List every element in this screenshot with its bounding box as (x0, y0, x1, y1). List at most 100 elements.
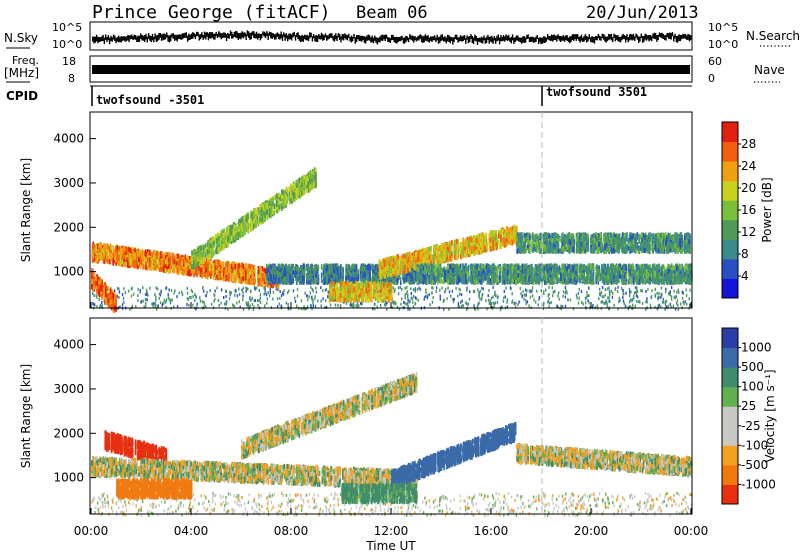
range-cell (414, 287, 416, 291)
range-cell (152, 258, 155, 264)
range-cell (110, 303, 113, 309)
noise-sample (515, 35, 518, 41)
noise-sample (297, 32, 299, 40)
range-cell (311, 287, 314, 291)
range-cell (104, 253, 107, 259)
noise-sample (270, 31, 272, 39)
noise-sample (474, 34, 476, 41)
range-cell (478, 295, 480, 299)
range-cell (242, 286, 245, 290)
noise-sample (244, 32, 246, 37)
noise-sample (150, 36, 152, 43)
range-cell (105, 300, 108, 306)
range-cell (548, 297, 550, 301)
noise-sample (170, 34, 172, 42)
range-cell (263, 292, 265, 296)
range-cell (525, 299, 527, 303)
range-cell (160, 291, 162, 295)
noise-sample (657, 34, 659, 41)
range-cell (107, 247, 109, 253)
nsearch-label: N.Search (746, 29, 800, 43)
noise-sample (199, 34, 202, 40)
range-cell (609, 299, 611, 303)
range-cell (458, 287, 461, 291)
noise-sample (561, 36, 563, 41)
range-cell (458, 305, 461, 309)
freq-label-2: [MHz] (4, 66, 39, 80)
range-cell (171, 298, 173, 302)
range-cell (654, 288, 656, 292)
range-cell (193, 268, 195, 274)
range-cell (637, 299, 640, 303)
range-cell (210, 302, 213, 306)
range-cell (238, 300, 240, 304)
range-cell (476, 304, 479, 308)
range-cell (204, 261, 207, 267)
range-cell (193, 272, 195, 278)
range-cell (257, 303, 259, 307)
noise-sample (599, 35, 601, 41)
noise-sample (127, 35, 129, 41)
noise-sample (665, 34, 667, 41)
freq-left-tick-bottom: 8 (68, 72, 75, 85)
range-cell (131, 251, 134, 257)
range-cell (136, 250, 138, 256)
noise-sample (140, 33, 142, 39)
range-cell (296, 294, 299, 298)
range-cell (225, 269, 227, 275)
range-cell (144, 251, 147, 257)
range-cell (228, 297, 231, 301)
range-cell (98, 284, 100, 290)
noise-sample (664, 35, 666, 41)
range-cell (566, 291, 568, 295)
range-cell (206, 273, 208, 279)
range-cell (529, 295, 532, 299)
noise-sample (478, 37, 480, 42)
noise-sample (261, 33, 263, 39)
noise-sample (275, 33, 277, 40)
range-cell (184, 254, 187, 260)
range-cell (312, 289, 314, 293)
range-cell (166, 256, 169, 262)
range-cell (107, 286, 110, 292)
range-cell (179, 261, 181, 267)
range-cell (457, 301, 460, 305)
noise-sample (463, 35, 466, 40)
range-cell (148, 257, 151, 263)
range-cell (608, 299, 610, 303)
range-cell (175, 266, 178, 272)
range-cell (560, 307, 563, 311)
noise-sample (678, 34, 680, 41)
range-cell (238, 292, 241, 296)
range-cell (112, 292, 114, 298)
range-cell (376, 305, 378, 309)
range-cell (142, 251, 144, 257)
noise-sample (521, 37, 523, 44)
station-title: Prince George (fitACF) (92, 2, 330, 23)
range-cell (431, 286, 433, 290)
range-cell (214, 265, 217, 271)
range-cell (216, 272, 219, 278)
range-cell (208, 258, 211, 264)
noise-sample (430, 36, 432, 41)
range-cell (401, 287, 403, 291)
range-cell (282, 291, 284, 295)
range-cell (185, 268, 187, 274)
range-cell (658, 295, 660, 299)
range-cell (565, 289, 568, 293)
range-cell (242, 298, 244, 302)
range-cell (165, 287, 167, 291)
range-cell (213, 293, 216, 297)
range-cell (137, 256, 140, 262)
range-cell (253, 299, 256, 303)
range-cell (610, 289, 613, 293)
range-cell (628, 287, 631, 291)
range-cell (442, 300, 445, 304)
range-cell (201, 269, 204, 275)
range-cell (145, 257, 147, 263)
range-cell (407, 304, 409, 308)
noise-sample (370, 37, 372, 43)
noise-sample (146, 36, 148, 43)
range-cell (636, 299, 638, 303)
range-cell (110, 295, 113, 301)
